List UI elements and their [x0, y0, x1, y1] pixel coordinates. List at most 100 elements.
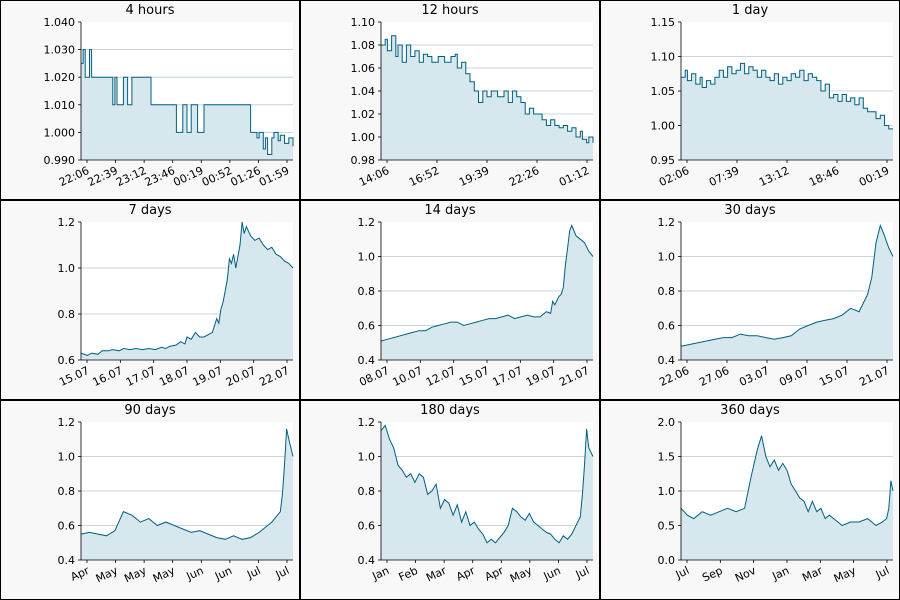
y-tick-label: 1.030 — [44, 44, 76, 57]
y-tick-label: 1.06 — [351, 62, 376, 75]
chart-title: 180 days — [420, 403, 480, 418]
x-tick-label: 00:19 — [857, 164, 891, 189]
y-tick-label: 1.0 — [58, 262, 76, 275]
x-tick-label: May — [151, 564, 178, 586]
x-tick-label: Feb — [397, 564, 420, 584]
y-tick-label: 1.04 — [351, 85, 376, 98]
y-tick-label: 0.4 — [358, 354, 376, 367]
y-tick-label: 1.5 — [658, 451, 676, 464]
x-tick-label: 17.07 — [491, 364, 525, 389]
y-tick-label: 1.00 — [651, 120, 676, 133]
x-tick-label: 22:26 — [507, 164, 541, 189]
series-line — [680, 223, 894, 347]
x-tick-label: Jun — [541, 564, 563, 583]
y-tick-label: 0.4 — [58, 554, 76, 567]
y-tick-label: 1.000 — [44, 126, 76, 139]
x-tick-label: 22.07 — [257, 364, 291, 389]
y-tick-label: 0.8 — [58, 485, 76, 498]
series-line — [680, 435, 894, 527]
y-tick-label: 1.0 — [58, 451, 76, 464]
chart-title: 14 days — [424, 203, 476, 218]
x-tick-label: 17.07 — [124, 364, 158, 389]
series-area — [381, 225, 593, 360]
y-tick-label: 0.8 — [358, 485, 376, 498]
y-tick-label: 0.990 — [44, 154, 76, 167]
x-tick-label: Jul — [573, 564, 591, 582]
x-tick-label: 07:39 — [707, 164, 741, 189]
x-tick-label: Apr — [454, 564, 477, 584]
y-tick-label: 1.2 — [358, 416, 376, 429]
chart-panel: 7 days 0.6 0.8 1.0 1.2 15.07 16.07 17.07 18.07 19… — [0, 200, 300, 400]
x-tick-label: 19:39 — [457, 164, 491, 189]
y-tick-label: 1.0 — [358, 451, 376, 464]
series-area — [381, 425, 593, 560]
chart-svg: 0.9901.0001.0101.0201.0301.04022:0622:39… — [44, 16, 294, 189]
y-tick-label: 0.6 — [58, 354, 76, 367]
x-tick-label: 20.07 — [224, 364, 258, 389]
series-line — [81, 49, 294, 155]
x-tick-label: Sep — [700, 564, 724, 585]
y-tick-label: 0.0 — [658, 554, 676, 567]
x-tick-label: Jul — [244, 564, 262, 582]
x-tick-label: 13:12 — [757, 164, 791, 189]
y-tick-label: 1.2 — [358, 216, 376, 229]
chart-panel: 12 hours 0.98 1.00 1.02 1.04 1.06 1.08 1.10 14:0… — [300, 0, 600, 200]
x-tick-label: May — [832, 564, 859, 586]
y-tick-label: 1.2 — [658, 216, 676, 229]
series-area — [681, 225, 893, 360]
chart-svg: 0.4 0.6 0.8 1.0 1.2 22.06 27.06 03.07 09.07 15.07… — [657, 216, 894, 389]
series-line — [80, 221, 294, 356]
x-tick-label: 12.07 — [424, 364, 458, 389]
x-tick-label: 15.07 — [457, 364, 491, 389]
y-tick-label: 1.0 — [658, 251, 676, 264]
x-tick-label: Nov — [733, 564, 758, 585]
x-tick-label: Jan — [769, 564, 791, 583]
series-line — [681, 62, 893, 130]
series-area — [681, 63, 893, 160]
y-tick-label: 0.95 — [651, 154, 676, 167]
chart-panel: 30 days 0.4 0.6 0.8 1.0 1.2 22.06 27.06 03.07 09.… — [600, 200, 900, 400]
y-tick-label: 1.010 — [44, 99, 76, 112]
x-tick-label: 21.07 — [857, 364, 891, 389]
y-tick-label: 1.15 — [651, 16, 676, 29]
y-tick-label: 1.02 — [351, 108, 376, 121]
x-tick-label: Jul — [273, 564, 291, 582]
x-tick-label: 01:59 — [257, 164, 291, 189]
x-tick-label: 16.07 — [91, 364, 125, 389]
chart-title: 360 days — [720, 403, 780, 418]
chart-title: 30 days — [724, 203, 776, 218]
y-tick-label: 0.8 — [58, 308, 76, 321]
series-area — [681, 435, 893, 560]
y-tick-label: 0.5 — [658, 520, 676, 533]
y-tick-label: 0.6 — [358, 320, 376, 333]
chart-svg: 0.95 1.00 1.05 1.10 1.15 02:06 07:39 13:12 18:46… — [651, 16, 893, 189]
x-tick-label: May — [94, 564, 121, 586]
chart-svg: 0.0 0.5 1.0 1.5 2.0 Jul Sep Nov Jan Mar May Jul — [658, 416, 894, 586]
y-tick-label: 1.00 — [351, 131, 376, 144]
y-tick-label: 1.2 — [58, 216, 76, 229]
y-tick-label: 1.2 — [58, 416, 76, 429]
x-tick-label: 19.07 — [524, 364, 558, 389]
x-tick-label: 18:46 — [807, 164, 841, 189]
x-tick-label: Jul — [673, 564, 691, 582]
chart-panel: 90 days 0.4 0.6 0.8 1.0 1.2 Apr May May May Jun Jun… — [0, 400, 300, 600]
y-tick-label: 0.98 — [351, 154, 376, 167]
chart-svg: 0.98 1.00 1.02 1.04 1.06 1.08 1.10 14:06 16:52 19… — [351, 16, 594, 189]
chart-svg: 0.6 0.8 1.0 1.2 15.07 16.07 17.07 18.07 19.07 20.… — [57, 216, 294, 389]
y-tick-label: 1.020 — [44, 71, 76, 84]
y-tick-label: 0.6 — [58, 520, 76, 533]
y-tick-label: 0.6 — [658, 320, 676, 333]
x-tick-label: 01:12 — [557, 164, 591, 189]
y-tick-label: 1.05 — [651, 85, 676, 98]
x-tick-label: 22.06 — [657, 364, 691, 389]
x-tick-label: Mar — [424, 564, 449, 585]
series-area — [381, 35, 593, 160]
x-tick-label: 03.07 — [737, 364, 771, 389]
x-tick-label: 09.07 — [777, 364, 811, 389]
chart-panel: 360 days 0.0 0.5 1.0 1.5 2.0 Jul Sep Nov Jan Mar Ma… — [600, 400, 900, 600]
series-line — [80, 428, 294, 540]
x-tick-label: 08.07 — [357, 364, 391, 389]
x-tick-label: May — [122, 564, 149, 586]
